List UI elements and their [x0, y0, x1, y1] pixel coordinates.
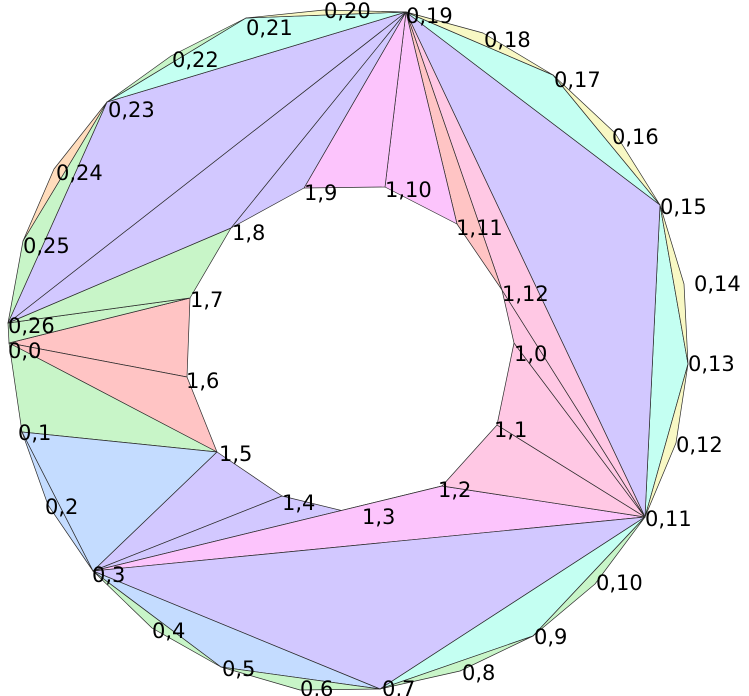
vertex-label-inner-1: 1,1	[494, 418, 527, 442]
triangle-region-o5-o6-o7	[220, 666, 381, 691]
vertex-label-inner-3: 1,3	[362, 505, 395, 529]
vertex-label-inner-4: 1,4	[282, 491, 315, 515]
vertex-label-outer-21: 0,21	[246, 16, 293, 40]
triangle-region-o19-o20-o21	[245, 9, 407, 19]
vertex-label-outer-23: 0,23	[108, 98, 155, 122]
vertex-label-outer-0: 0,0	[8, 339, 41, 363]
vertex-label-outer-1: 0,1	[18, 421, 51, 445]
vertex-label-outer-8: 0,8	[462, 661, 495, 685]
vertex-label-outer-17: 0,17	[554, 68, 601, 92]
vertex-label-outer-22: 0,22	[172, 48, 219, 72]
triangle-region-o11-o12-o13	[644, 363, 689, 518]
vertex-label-outer-20: 0,20	[324, 0, 371, 23]
vertex-label-inner-11: 1,11	[456, 216, 503, 240]
vertex-label-outer-3: 0,3	[92, 563, 125, 587]
triangle-region-o3-o4-o5	[92, 570, 222, 668]
vertex-label-outer-9: 0,9	[534, 625, 567, 649]
triangle-region-o9-o10-o11	[532, 516, 646, 637]
vertex-label-outer-6: 0,6	[300, 677, 333, 696]
vertex-label-outer-10: 0,10	[596, 571, 643, 595]
vertex-label-outer-12: 0,12	[676, 433, 723, 457]
vertex-label-inner-5: 1,5	[219, 442, 252, 466]
vertex-label-inner-9: 1,9	[304, 181, 337, 205]
vertex-label-outer-15: 0,15	[660, 195, 707, 219]
triangle-region-o13-o14-o15	[659, 204, 689, 365]
triangle-region-o21-o22-o23	[106, 17, 247, 103]
triangle-region-o17-o18-o19	[405, 11, 554, 76]
vertex-label-outer-16: 0,16	[612, 125, 659, 149]
vertex-label-inner-10: 1,10	[385, 178, 432, 202]
triangle-region-o7-o8-o9	[379, 635, 534, 690]
triangle-region-o15-o16-o17	[552, 74, 661, 206]
vertex-label-outer-4: 0,4	[152, 619, 185, 643]
triangle-regions	[7, 9, 689, 691]
vertex-label-inner-8: 1,8	[232, 221, 265, 245]
vertex-label-inner-6: 1,6	[186, 369, 219, 393]
vertex-label-inner-7: 1,7	[190, 288, 223, 312]
vertex-label-outer-18: 0,18	[484, 28, 531, 52]
vertex-label-outer-25: 0,25	[23, 234, 70, 258]
vertex-label-outer-14: 0,14	[694, 272, 741, 296]
vertex-label-outer-5: 0,5	[222, 657, 255, 681]
vertex-label-outer-2: 0,2	[45, 495, 78, 519]
vertex-label-outer-7: 0,7	[382, 677, 415, 696]
vertex-label-inner-2: 1,2	[438, 478, 471, 502]
triangle-region-o23-o24-o25	[22, 101, 108, 242]
vertex-label-outer-13: 0,13	[688, 352, 735, 376]
vertex-label-inner-0: 1,0	[514, 342, 547, 366]
vertex-label-outer-19: 0,19	[406, 4, 453, 28]
vertex-labels: 0,0 0,1 0,2 0,3 0,4 0,5 0,6 0,7 0,8 0,9 0,10 0,11 0,…	[8, 0, 741, 696]
vertex-label-outer-11: 0,11	[645, 507, 692, 531]
vertex-label-outer-24: 0,24	[56, 161, 103, 185]
vertex-label-outer-26: 0,26	[8, 314, 55, 338]
vertex-label-inner-12: 1,12	[502, 282, 549, 306]
triangle-region-o1-o2-o3	[21, 431, 94, 572]
